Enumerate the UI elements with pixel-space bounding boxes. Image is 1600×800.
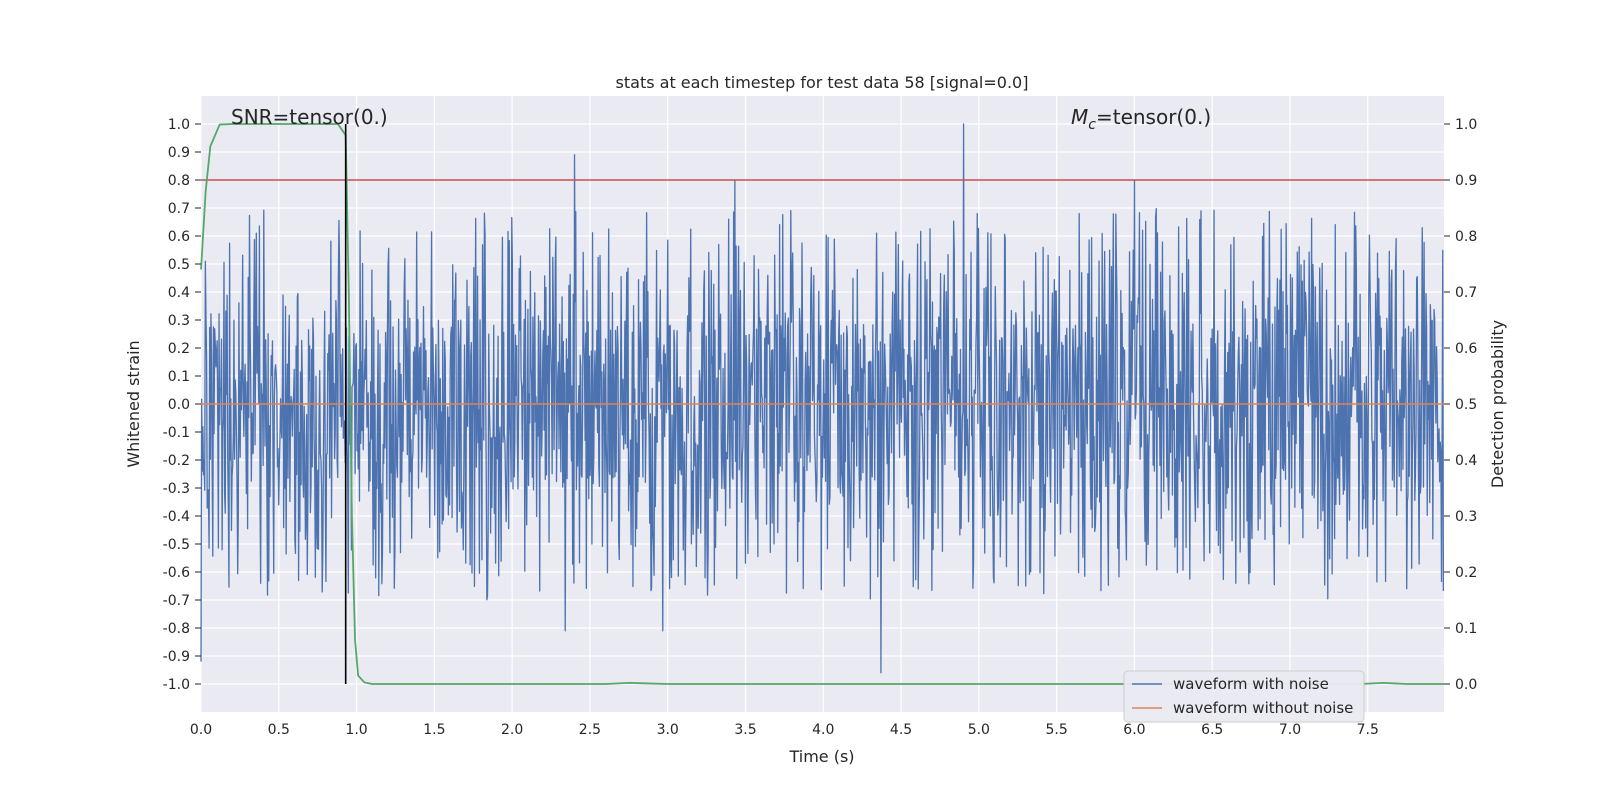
- y-left-tick-label: 0.9: [168, 145, 190, 161]
- axes: 0.0 0.5 1.0 1.5 2.0 2.5 3.0 3.5 4.0 4.5 5.0 5.5 6.0 6…: [163, 117, 1478, 738]
- y-left-tick-label: -0.1: [163, 425, 190, 441]
- legend-box: [1123, 670, 1365, 723]
- y-right-tick-label: 0.1: [1455, 621, 1477, 637]
- x-tick-label: 3.0: [657, 722, 679, 738]
- y-right-tick-label: 0.0: [1455, 677, 1477, 693]
- y-left-tick-label: 0.7: [168, 201, 190, 217]
- y-right-tick-label: 1.0: [1455, 117, 1477, 133]
- legend-label-waveform-without-noise: waveform without noise: [1173, 699, 1353, 717]
- mc-subscript: c: [1088, 117, 1096, 133]
- legend: waveform with noise waveform without noi…: [1123, 670, 1365, 723]
- x-tick-label: 5.5: [1045, 722, 1067, 738]
- waveform-with-noise-series: [200, 123, 1445, 674]
- x-axis-label: Time (s): [788, 747, 854, 766]
- y-left-tick-label: 0.0: [168, 397, 190, 413]
- y-right-tick-label: 0.9: [1455, 173, 1477, 189]
- y-axis-right-label: Detection probability: [1488, 320, 1507, 488]
- y-left-tick-label: 0.2: [168, 341, 190, 357]
- y-left-tick-label: 1.0: [168, 117, 190, 133]
- mc-symbol: M: [1071, 105, 1088, 129]
- y-left-tick-label: 0.1: [168, 369, 190, 385]
- y-left-tick-label: 0.8: [168, 173, 190, 189]
- y-right-tick-label: 0.2: [1455, 565, 1477, 581]
- mc-value: =tensor(0.): [1096, 105, 1211, 129]
- y-right-tick-label: 0.3: [1455, 509, 1477, 525]
- y-left-tick-label: -0.4: [163, 509, 190, 525]
- legend-label-waveform-with-noise: waveform with noise: [1173, 675, 1329, 693]
- y-left-tick-label: -0.5: [163, 537, 190, 553]
- y-right-tick-label: 0.8: [1455, 229, 1477, 245]
- y-left-tick-label: -0.7: [163, 593, 190, 609]
- y-left-tick-label: 0.5: [168, 257, 190, 273]
- chart-title: stats at each timestep for test data 58 …: [616, 73, 1029, 92]
- x-tick-label: 4.5: [890, 722, 912, 738]
- x-tick-label: 0.5: [268, 722, 290, 738]
- x-tick-label: 6.5: [1201, 722, 1223, 738]
- x-tick-label: 7.0: [1279, 722, 1301, 738]
- y-left-tick-label: -0.3: [163, 481, 190, 497]
- y-left-tick-label: 0.3: [168, 313, 190, 329]
- x-tick-label: 1.0: [345, 722, 367, 738]
- mc-annotation: Mc=tensor(0.): [1071, 105, 1211, 133]
- y-right-tick-label: 0.7: [1455, 285, 1477, 301]
- y-left-tick-label: -0.8: [163, 621, 190, 637]
- y-left-tick-label: 0.6: [168, 229, 190, 245]
- snr-annotation: SNR=tensor(0.): [231, 105, 388, 129]
- y-right-tick-label: 0.6: [1455, 341, 1477, 357]
- x-tick-label: 5.0: [968, 722, 990, 738]
- y-left-tick-label: 0.4: [168, 285, 190, 301]
- y-left-tick-label: -0.2: [163, 453, 190, 469]
- x-tick-label: 2.5: [579, 722, 601, 738]
- waveform-with-noise-line: [200, 123, 1445, 674]
- x-tick-label: 6.0: [1123, 722, 1145, 738]
- y-left-tick-label: -1.0: [163, 677, 190, 693]
- x-tick-label: 0.0: [190, 722, 212, 738]
- y-right-tick-label: 0.5: [1455, 397, 1477, 413]
- x-tick-label: 7.5: [1357, 722, 1379, 738]
- x-tick-label: 3.5: [734, 722, 756, 738]
- y-left-tick-label: -0.6: [163, 565, 190, 581]
- y-right-tick-label: 0.4: [1455, 453, 1477, 469]
- x-tick-label: 4.0: [812, 722, 834, 738]
- y-axis-left-label: Whitened strain: [124, 340, 143, 467]
- x-tick-label: 1.5: [423, 722, 445, 738]
- y-left-tick-label: -0.9: [163, 649, 190, 665]
- x-tick-label: 2.0: [501, 722, 523, 738]
